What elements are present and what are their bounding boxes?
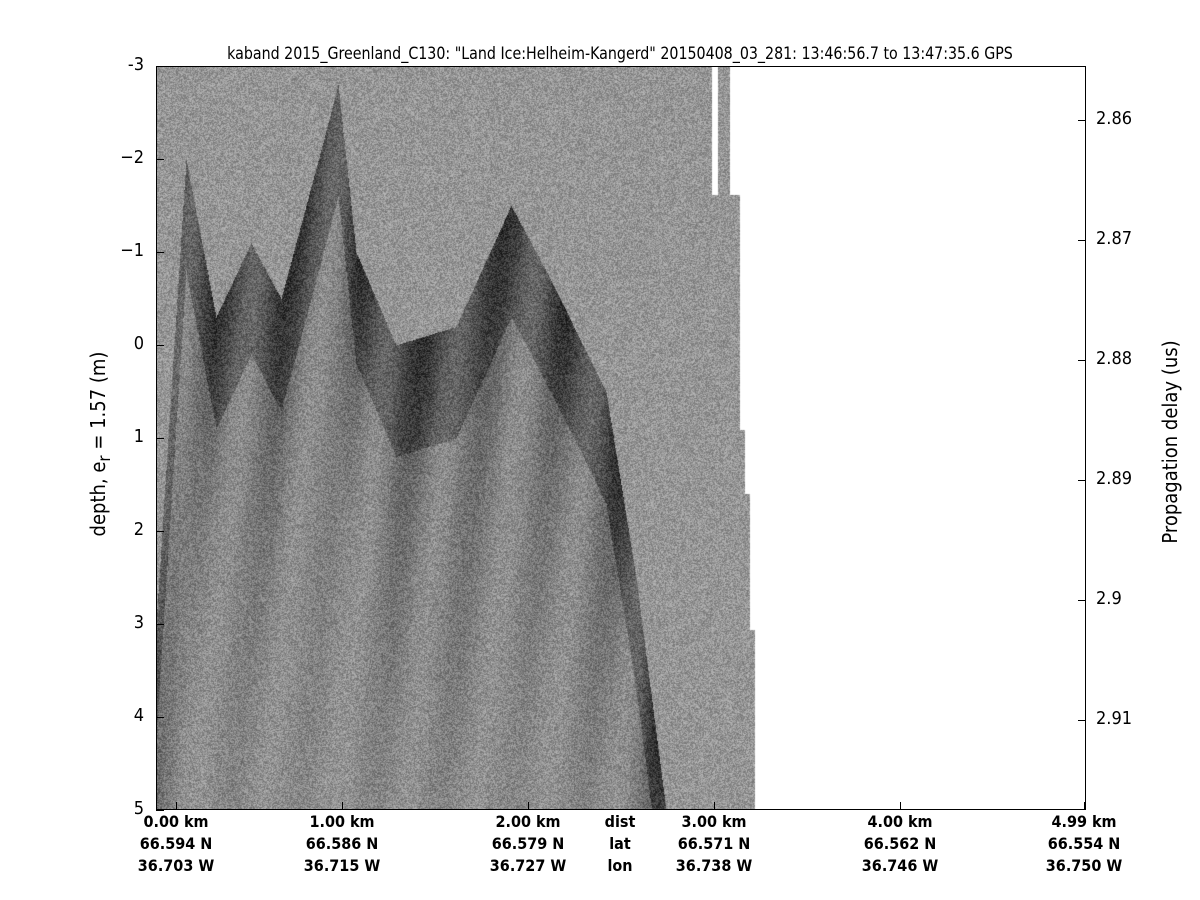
x-tick-label: 36.750 W	[1024, 856, 1144, 875]
y2-tick-label: 2.91	[1096, 708, 1132, 729]
x-tick-mark	[1084, 802, 1085, 810]
y2-tick-mark	[1078, 600, 1086, 601]
y-tick-label: -3	[104, 54, 144, 75]
chart-title: kaband 2015_Greenland_C130: "Land Ice:He…	[43, 44, 1196, 64]
x-tick-label: 4.99 km	[1024, 812, 1144, 831]
y-tick-mark	[156, 717, 164, 718]
y2-tick-label: 2.87	[1096, 228, 1132, 249]
x-tick-label: 36.703 W	[116, 856, 236, 875]
y2-tick-label: 2.9	[1096, 588, 1122, 609]
y-tick-mark	[156, 345, 164, 346]
y-tick-label: −2	[104, 147, 144, 168]
y-tick-label: 4	[104, 705, 144, 726]
y-axis-label: depth, er = 1.57 (m)	[86, 334, 114, 554]
x-tick-label: 4.00 km	[840, 812, 960, 831]
y-tick-mark	[156, 438, 164, 439]
x-tick-label: 1.00 km	[282, 812, 402, 831]
y-tick-mark	[156, 624, 164, 625]
y2-axis-label: Propagation delay (us)	[1158, 332, 1182, 552]
x-tick-label: 66.554 N	[1024, 834, 1144, 853]
y2-tick-label: 2.88	[1096, 348, 1132, 369]
x-row-label: lat	[560, 834, 680, 853]
y-tick-mark	[156, 66, 164, 67]
y2-tick-mark	[1078, 360, 1086, 361]
y2-tick-mark	[1078, 480, 1086, 481]
y-tick-label: 3	[104, 612, 144, 633]
y2-tick-label: 2.86	[1096, 108, 1132, 129]
x-tick-label: 66.586 N	[282, 834, 402, 853]
x-tick-label: 0.00 km	[116, 812, 236, 831]
y2-tick-mark	[1078, 240, 1086, 241]
y2-tick-mark	[1078, 720, 1086, 721]
y2-tick-label: 2.89	[1096, 468, 1132, 489]
x-tick-label: 36.715 W	[282, 856, 402, 875]
x-row-label: lon	[560, 856, 680, 875]
y-tick-mark	[156, 252, 164, 253]
y-tick-label: −1	[104, 240, 144, 261]
x-tick-mark	[900, 802, 901, 810]
x-tick-mark	[528, 802, 529, 810]
plot-area	[156, 66, 1086, 810]
x-tick-label: 36.746 W	[840, 856, 960, 875]
y-tick-mark	[156, 531, 164, 532]
x-tick-mark	[714, 802, 715, 810]
x-tick-mark	[176, 802, 177, 810]
x-tick-label: 66.594 N	[116, 834, 236, 853]
x-row-label: dist	[560, 812, 680, 831]
x-tick-label: 66.562 N	[840, 834, 960, 853]
y-tick-mark	[156, 159, 164, 160]
x-tick-mark	[342, 802, 343, 810]
y-tick-mark	[156, 810, 164, 811]
y2-tick-mark	[1078, 120, 1086, 121]
